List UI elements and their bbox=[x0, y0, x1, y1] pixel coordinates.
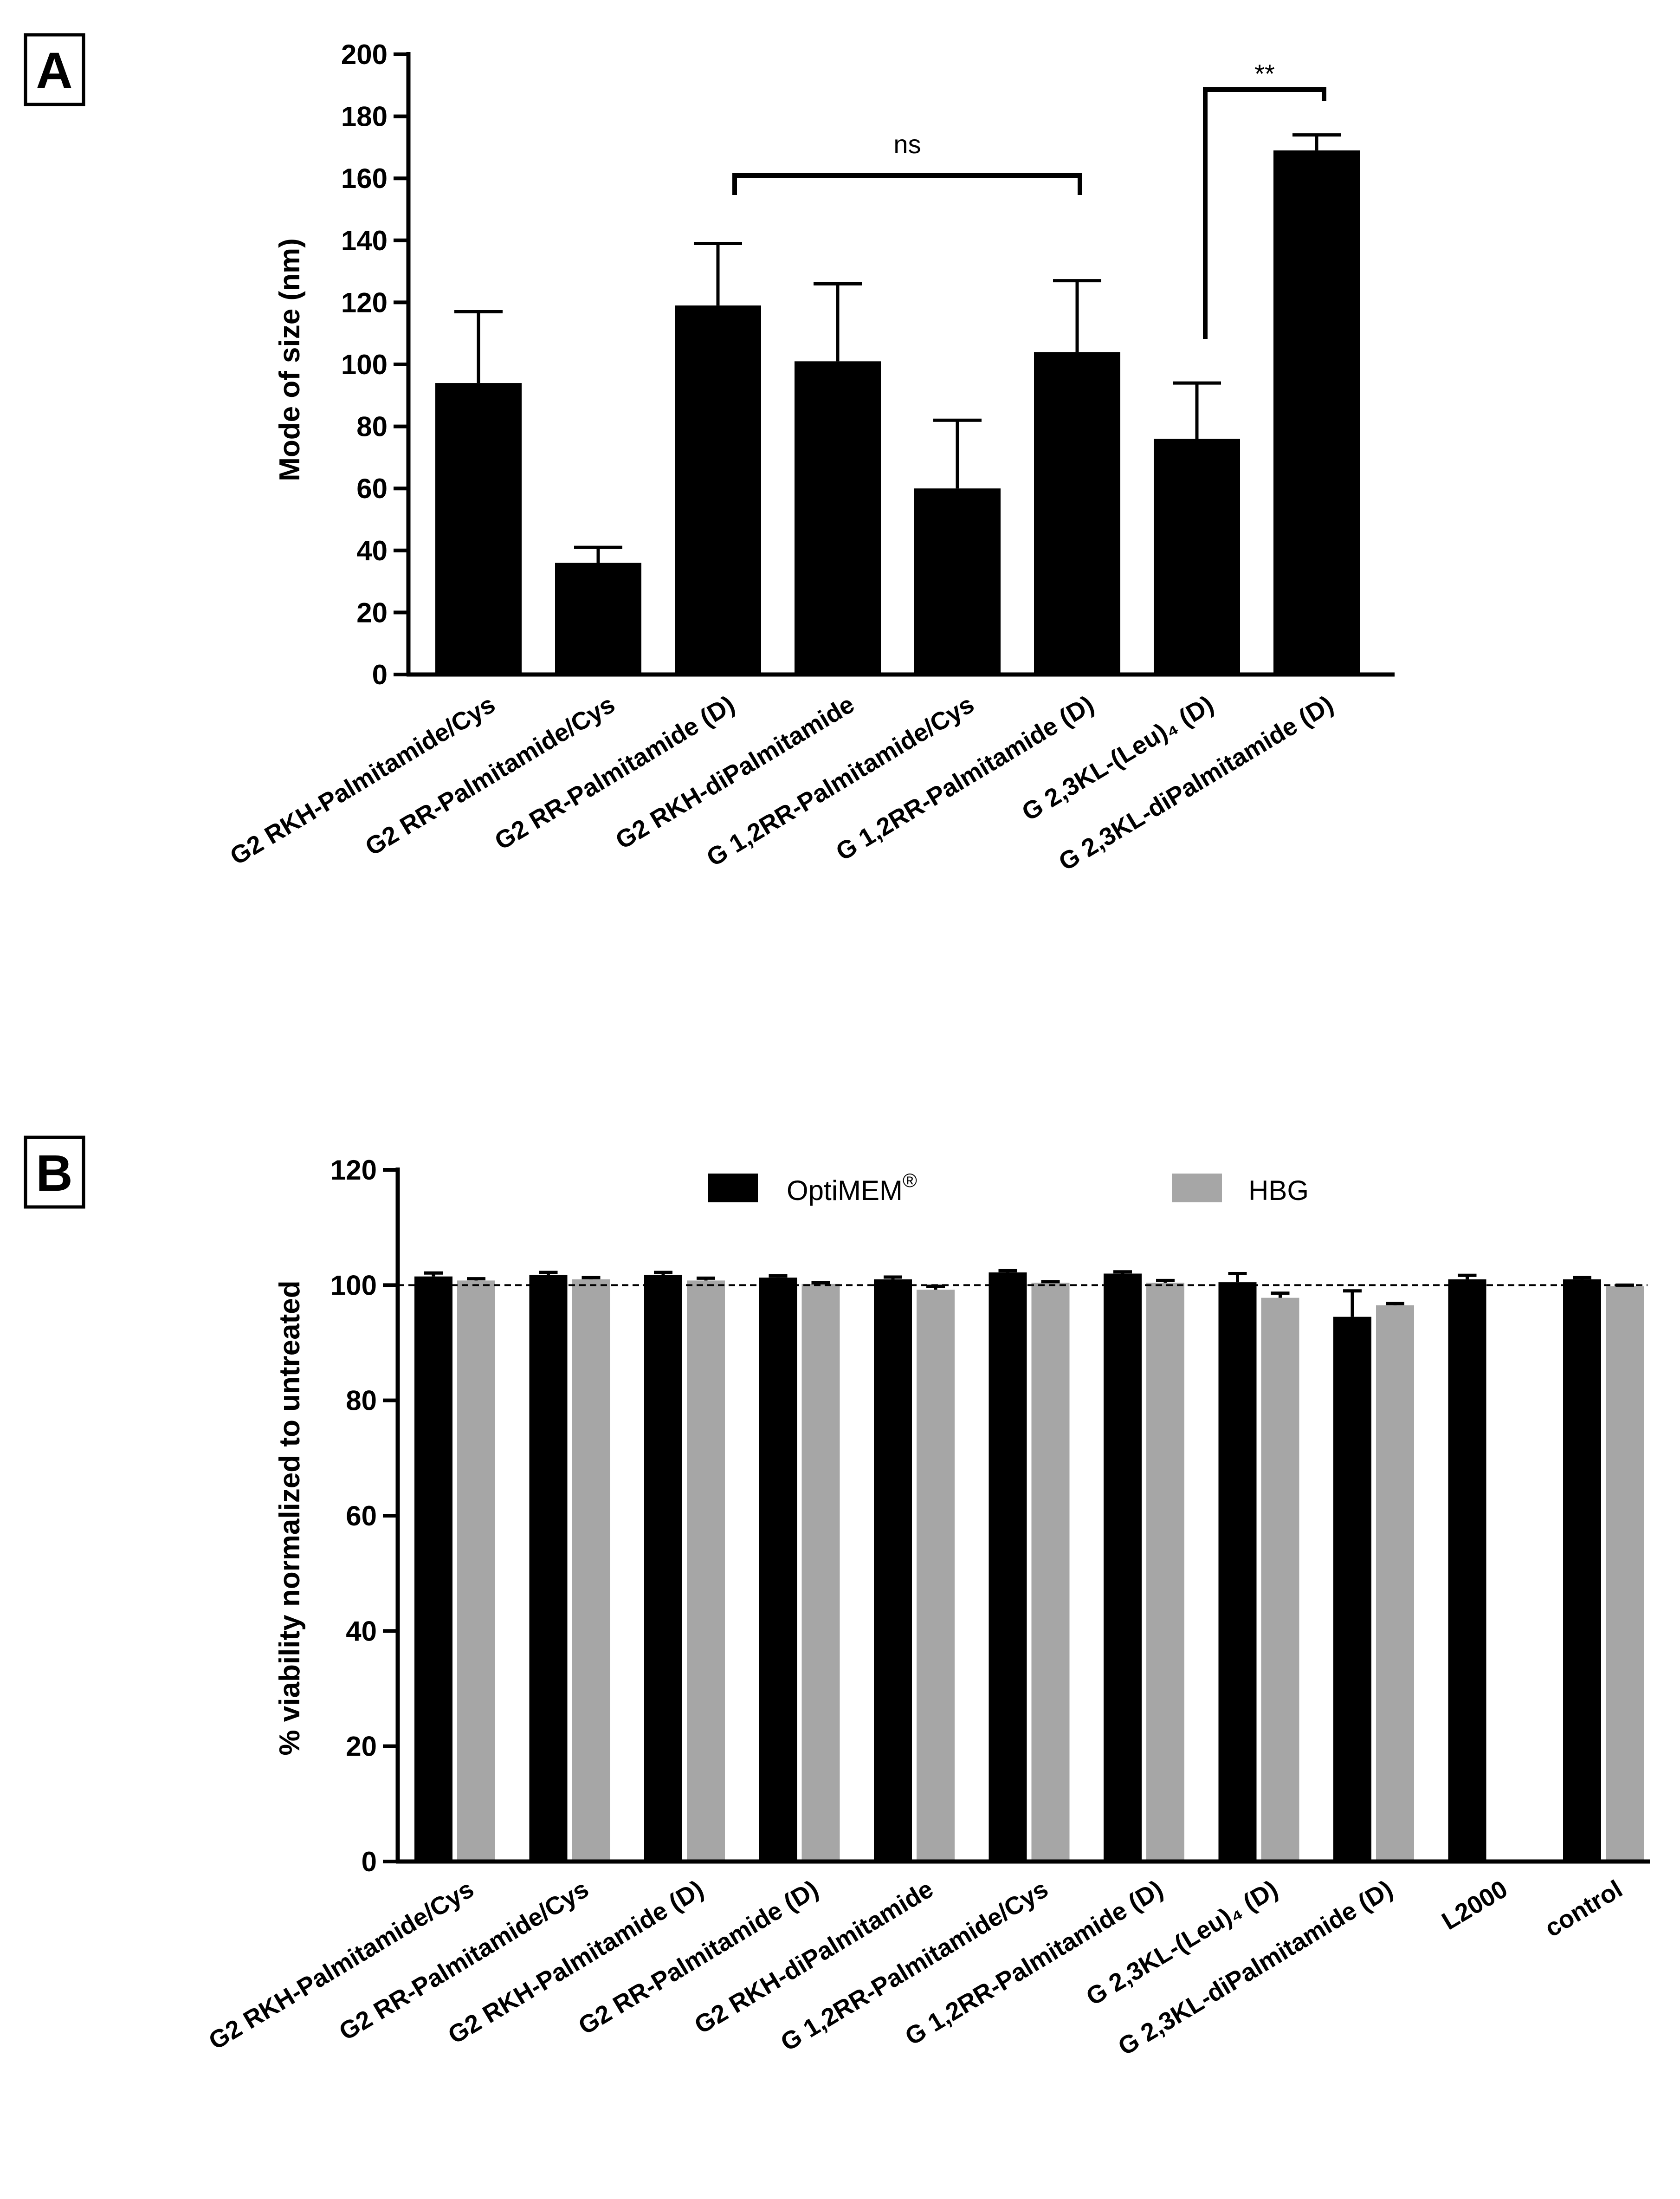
bar-hbg bbox=[457, 1280, 495, 1862]
bar-hbg bbox=[1376, 1305, 1414, 1862]
y-tick-label: 100 bbox=[330, 1270, 377, 1301]
bar-hbg bbox=[1606, 1286, 1644, 1862]
bar-hbg bbox=[572, 1279, 610, 1862]
y-tick-label: 200 bbox=[341, 39, 388, 70]
y-tick-label: 160 bbox=[341, 163, 388, 194]
bar-optimem bbox=[414, 1276, 452, 1862]
bar-hbg bbox=[801, 1284, 840, 1862]
bar-optimem bbox=[529, 1274, 568, 1862]
bar bbox=[555, 563, 641, 675]
bar-optimem bbox=[1563, 1279, 1601, 1862]
bar bbox=[1273, 150, 1360, 675]
panel-b-legend: OptiMEM® HBG bbox=[708, 1169, 1309, 1206]
panel-b-y-axis-title: % viability normalized to untreated bbox=[274, 1280, 306, 1755]
legend-swatch-hbg bbox=[1172, 1174, 1222, 1202]
panel-a-bars bbox=[435, 150, 1360, 675]
panel-a-letter-box bbox=[24, 33, 85, 106]
bar bbox=[914, 488, 1001, 675]
bar-hbg bbox=[1031, 1283, 1070, 1862]
bar-hbg bbox=[1261, 1297, 1299, 1862]
y-tick-label: 40 bbox=[346, 1615, 377, 1647]
y-tick-label: 180 bbox=[341, 101, 388, 132]
bar-optimem bbox=[1333, 1317, 1371, 1862]
significance-label-ns: ns bbox=[893, 130, 921, 159]
bar-optimem bbox=[1218, 1282, 1257, 1862]
bar-optimem bbox=[989, 1272, 1027, 1862]
legend-label-hbg: HBG bbox=[1248, 1175, 1309, 1206]
panel-a-significance-stars: ** bbox=[1203, 59, 1326, 339]
panel-b: B % viability normalized to untreated 0 2… bbox=[24, 1135, 1650, 2061]
panel-b-y-axis: 0 20 40 60 80 100 120 bbox=[330, 1155, 398, 1877]
bar-optimem bbox=[1448, 1279, 1486, 1862]
bar-optimem bbox=[759, 1278, 797, 1862]
significance-bracket-ns bbox=[732, 173, 1082, 195]
bar bbox=[1034, 352, 1120, 675]
bar bbox=[675, 305, 761, 675]
bar-hbg bbox=[1146, 1283, 1184, 1862]
y-tick-label: 0 bbox=[372, 659, 388, 690]
bar-hbg bbox=[917, 1290, 955, 1862]
panel-a-y-axis-title: Mode of size (nm) bbox=[274, 238, 306, 481]
bar-hbg bbox=[687, 1280, 725, 1862]
y-tick-label: 60 bbox=[356, 473, 388, 504]
panel-b-letter: B bbox=[36, 1145, 72, 1202]
y-tick-label: 0 bbox=[362, 1846, 377, 1877]
bar bbox=[795, 361, 881, 675]
legend-swatch-optimem bbox=[708, 1174, 758, 1202]
legend-label-optimem-text: OptiMEM bbox=[787, 1175, 903, 1206]
category-label: G 2,3KL-(Leu)₄ (D) bbox=[1081, 1875, 1283, 2011]
panel-a-error-bars bbox=[454, 133, 1341, 563]
significance-bracket-stars bbox=[1203, 87, 1326, 339]
legend-label-optimem-sup: ® bbox=[903, 1169, 917, 1191]
bar bbox=[1154, 439, 1240, 675]
category-label: L2000 bbox=[1437, 1875, 1512, 1935]
panel-a: A Mode of size (nm) 0 20 40 60 80 100 120 140 16… bbox=[24, 33, 1395, 876]
panel-b-letter-box bbox=[24, 1135, 85, 1209]
y-tick-label: 120 bbox=[341, 287, 388, 318]
significance-label-stars: ** bbox=[1254, 59, 1275, 88]
panel-a-letter: A bbox=[36, 42, 72, 99]
y-tick-label: 120 bbox=[330, 1155, 377, 1186]
bar-optimem bbox=[644, 1274, 682, 1862]
y-tick-label: 140 bbox=[341, 225, 388, 256]
y-tick-label: 80 bbox=[346, 1385, 377, 1416]
legend-label-optimem: OptiMEM® bbox=[787, 1169, 917, 1206]
y-tick-label: 100 bbox=[341, 349, 388, 380]
y-tick-label: 20 bbox=[356, 597, 388, 628]
panel-a-significance-ns: ns bbox=[732, 130, 1082, 195]
bar bbox=[435, 383, 522, 675]
y-tick-label: 20 bbox=[346, 1731, 377, 1762]
bar-optimem bbox=[1104, 1273, 1142, 1862]
y-tick-label: 40 bbox=[356, 535, 388, 566]
y-tick-label: 80 bbox=[356, 411, 388, 442]
panel-a-y-axis: 0 20 40 60 80 100 120 140 160 180 200 bbox=[341, 39, 408, 690]
category-label: control bbox=[1540, 1875, 1627, 1943]
panel-b-error-bars bbox=[424, 1269, 1634, 1317]
bar-optimem bbox=[874, 1279, 912, 1862]
y-tick-label: 60 bbox=[346, 1500, 377, 1531]
panel-b-bars bbox=[414, 1272, 1644, 1862]
category-label: G 2,3KL-(Leu)₄ (D) bbox=[1017, 690, 1219, 826]
